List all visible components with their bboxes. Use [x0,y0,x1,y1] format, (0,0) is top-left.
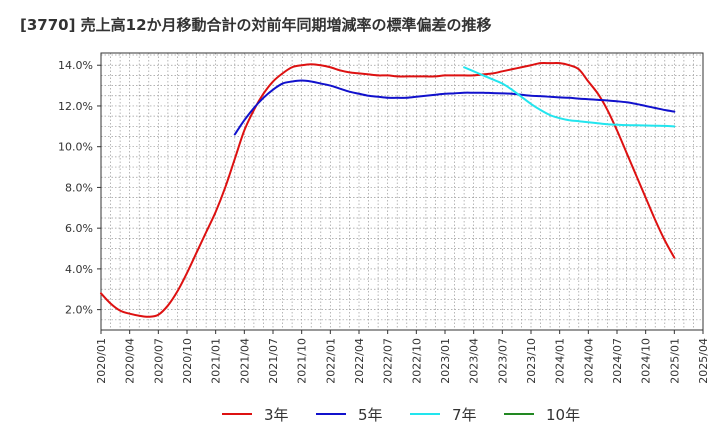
x-tick-label: 2023/01 [439,338,452,384]
series-line-5年 [233,79,676,136]
y-tick-label: 10.0% [58,141,93,154]
x-tick-label: 2023/07 [496,338,509,384]
y-tick-labels: 2.0% 4.0% 6.0% 8.0% 10.0% 12.0% 14.0% [58,59,101,317]
x-tick-label: 2023/04 [468,338,481,384]
legend-item: 10年 [504,401,580,427]
x-tick-label: 2022/04 [353,338,366,384]
x-tick-label: 2024/01 [554,338,567,384]
x-tick-label: 2022/10 [410,338,423,384]
x-tick-label: 2025/04 [697,338,710,384]
series-line-7年 [463,66,676,128]
x-tick-label: 2022/01 [324,338,337,384]
x-tick-label: 2021/04 [238,338,251,384]
legend-label: 7年 [452,405,477,424]
x-tick-label: 2023/10 [525,338,538,384]
y-tick-label: 2.0% [65,304,93,317]
x-tick-label: 2024/04 [582,338,595,384]
plot-frame [100,52,704,331]
legend-swatch [504,413,534,415]
x-tick-label: 2020/10 [181,338,194,384]
x-tick-label: 2020/04 [124,338,137,384]
x-tick-label: 2020/07 [152,338,165,384]
x-tick-label: 2021/07 [267,338,280,384]
legend-swatch [410,413,440,415]
x-tick-label: 2025/01 [668,338,681,384]
x-tick-label: 2020/01 [95,338,108,384]
legend-label: 10年 [546,405,581,424]
x-tick-label: 2022/07 [382,338,395,384]
legend-item: 7年 [410,401,477,427]
legend-label: 5年 [358,405,383,424]
x-tick-label: 2021/10 [296,338,309,384]
y-tick-label: 6.0% [65,222,93,235]
x-tick-label: 2024/10 [640,338,653,384]
axes [100,52,704,331]
legend-swatch [222,413,252,415]
y-tick-label: 12.0% [58,100,93,113]
y-tick-label: 14.0% [58,59,93,72]
series-line-3年 [100,62,676,318]
x-tick-label: 2021/01 [210,338,223,384]
y-tick-label: 8.0% [65,181,93,194]
x-tick-label: 2024/07 [611,338,624,384]
grid [101,53,703,330]
series-lines [100,62,676,318]
x-tick-labels: 2020/01 2020/04 2020/07 2020/10 2021/01 2021/… [95,330,710,384]
legend-swatch [316,413,346,415]
legend: 3年 5年 7年 10年 [0,401,720,427]
legend-item: 5年 [316,401,383,427]
legend-label: 3年 [264,405,289,424]
legend-item: 3年 [222,401,289,427]
y-tick-label: 4.0% [65,263,93,276]
chart-title: [3770] 売上高12か月移動合計の対前年同期増減率の標準偏差の推移 [20,16,492,34]
